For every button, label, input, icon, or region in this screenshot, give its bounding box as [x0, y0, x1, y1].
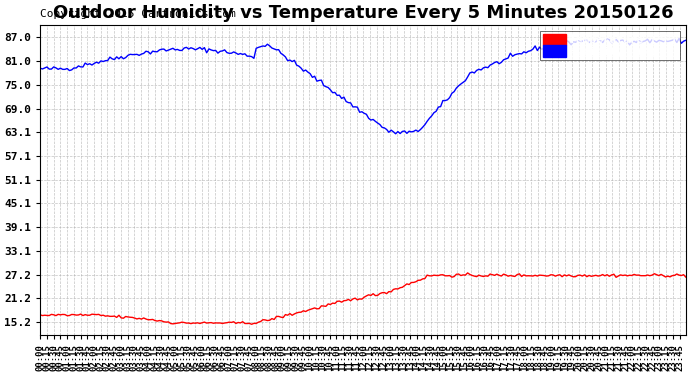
Text: Copyright 2015 Cartronics.com: Copyright 2015 Cartronics.com [40, 9, 236, 19]
Title: Outdoor Humidity vs Temperature Every 5 Minutes 20150126: Outdoor Humidity vs Temperature Every 5 … [52, 4, 673, 22]
Legend: Temperature (°F), Humidity  (%): Temperature (°F), Humidity (%) [540, 31, 680, 60]
